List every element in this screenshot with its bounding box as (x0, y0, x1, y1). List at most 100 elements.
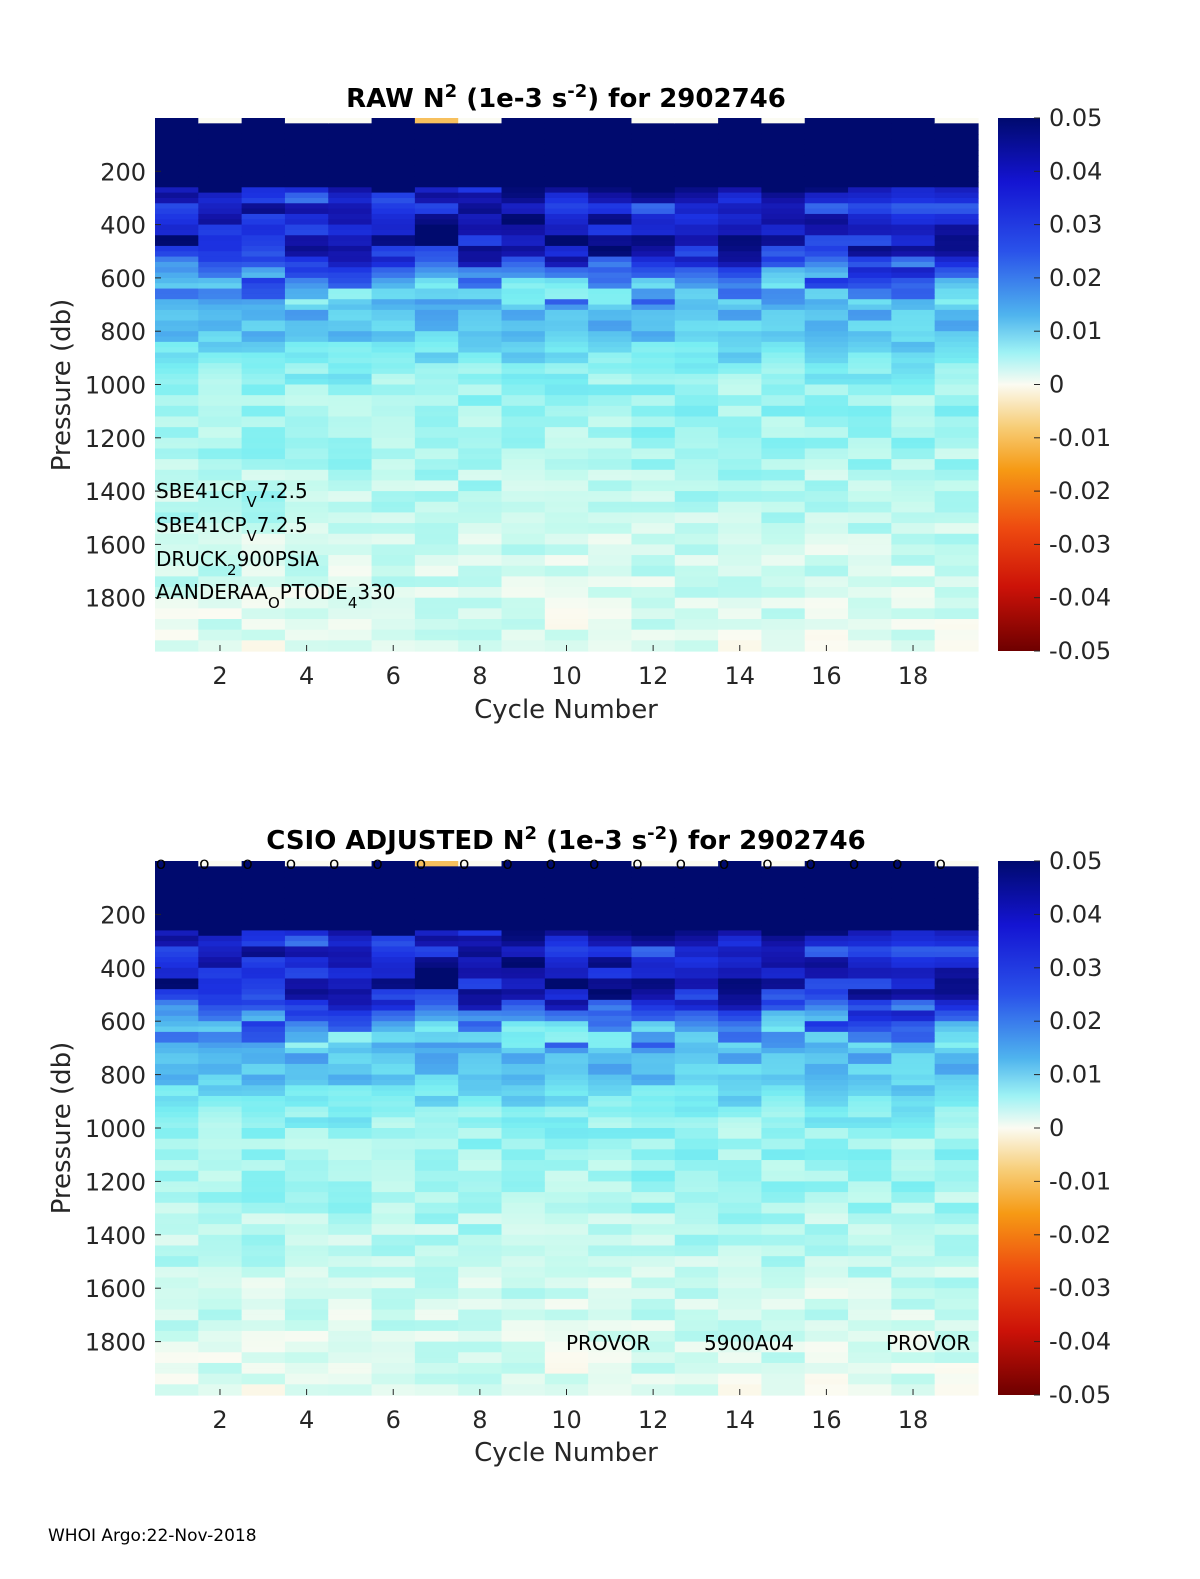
heatmap-cell (328, 989, 373, 996)
heatmap-cell (934, 1309, 979, 1316)
heatmap-cell (891, 1138, 936, 1145)
heatmap-cell (284, 405, 329, 412)
heatmap-cell (414, 443, 459, 450)
heatmap-cell (588, 411, 633, 418)
heatmap-cell (328, 485, 373, 492)
heatmap-cell (328, 1352, 373, 1359)
heatmap-cell (458, 1031, 503, 1038)
heatmap-cell (371, 1074, 416, 1081)
heatmap-cell (284, 432, 329, 439)
heatmap-cell (934, 133, 979, 140)
heatmap-cell (674, 1298, 719, 1305)
heatmap-cell (848, 946, 892, 953)
heatmap-cell (284, 1357, 329, 1364)
heatmap-cell (458, 882, 503, 889)
heatmap-cell (501, 176, 546, 183)
heatmap-cell (848, 475, 892, 482)
heatmap-cell (414, 459, 459, 466)
heatmap-cell (501, 1320, 546, 1327)
heatmap-cell (458, 293, 503, 300)
heatmap-cell (414, 331, 459, 338)
heatmap-cell (718, 1160, 763, 1166)
heatmap-cell (328, 1272, 373, 1279)
heatmap-cell (934, 139, 979, 146)
heatmap-cell (674, 1266, 719, 1273)
heatmap-cell (328, 261, 373, 268)
heatmap-cell (674, 118, 719, 124)
heatmap-cell (848, 496, 892, 503)
heatmap-cell (198, 544, 243, 551)
heatmap-cell (588, 597, 633, 604)
colorbar-tick-label: -0.01 (1049, 424, 1111, 452)
heatmap-cell (241, 315, 286, 322)
heatmap-cell (934, 560, 979, 567)
colorbar-tick-label: 0.03 (1049, 211, 1102, 239)
heatmap-cell (241, 533, 286, 540)
heatmap-cell (198, 624, 243, 631)
heatmap-cell (804, 1234, 849, 1241)
heatmap-cell (891, 1277, 936, 1284)
heatmap-cell (891, 267, 936, 274)
heatmap-cell (155, 571, 199, 577)
heatmap-cell (588, 261, 633, 268)
heatmap-cell (761, 501, 806, 508)
heatmap-cell (371, 251, 416, 258)
heatmap-cell (848, 405, 892, 412)
adjusted-x-ticks: 2 4 6 8 10 12 14 16 18 (212, 1389, 928, 1434)
heatmap-cell (198, 176, 243, 183)
heatmap-cell (501, 861, 546, 867)
heatmap-cell (718, 1181, 763, 1188)
heatmap-cell (284, 941, 329, 948)
heatmap-cell (544, 123, 589, 130)
heatmap-cell (848, 267, 892, 274)
heatmap-cell (761, 288, 806, 295)
heatmap-cell (458, 213, 503, 220)
heatmap-cell (198, 871, 243, 878)
heatmap-cell (631, 1079, 676, 1086)
heatmap-cell (718, 517, 763, 524)
heatmap-cell (588, 1341, 633, 1348)
heatmap-cell (891, 1085, 936, 1092)
heatmap-cell (328, 1309, 373, 1316)
heatmap-cell (328, 347, 373, 354)
heatmap-cell (934, 1234, 979, 1241)
heatmap-cell (804, 1133, 849, 1140)
heatmap-cell (891, 1304, 936, 1311)
heatmap-cell (588, 1160, 633, 1166)
heatmap-cell (544, 443, 589, 450)
heatmap-cell (198, 277, 243, 284)
heatmap-cell (458, 475, 503, 482)
heatmap-cell (371, 1346, 416, 1353)
heatmap-cell (718, 1122, 763, 1129)
heatmap-cell (761, 1074, 806, 1081)
heatmap-cell (588, 1069, 633, 1076)
heatmap-cell (241, 507, 286, 514)
heatmap-cell (328, 1042, 373, 1049)
heatmap-cell (588, 235, 633, 242)
heatmap-cell (848, 951, 892, 958)
heatmap-cell (501, 1384, 546, 1391)
heatmap-cell (718, 437, 763, 444)
heatmap-cell (371, 267, 416, 274)
heatmap-cell (761, 315, 806, 322)
heatmap-cell (544, 149, 589, 156)
x-tick-label: 16 (811, 662, 842, 690)
heatmap-cell (371, 208, 416, 215)
heatmap-cell (848, 1277, 892, 1284)
heatmap-cell (588, 187, 633, 194)
heatmap-cell (544, 181, 589, 188)
heatmap-cell (544, 560, 589, 567)
heatmap-cell (501, 480, 546, 487)
heatmap-cell (761, 299, 806, 306)
colorbar-tick-label: 0.05 (1049, 104, 1102, 132)
heatmap-cell (674, 1229, 719, 1236)
heatmap-cell (631, 1325, 676, 1332)
heatmap-cell (328, 592, 373, 599)
heatmap-cell (371, 160, 416, 167)
heatmap-cell (891, 1325, 936, 1332)
heatmap-cell (198, 267, 243, 274)
heatmap-cell (414, 165, 459, 172)
heatmap-cell (804, 357, 849, 364)
qc-marker: o (762, 854, 772, 874)
